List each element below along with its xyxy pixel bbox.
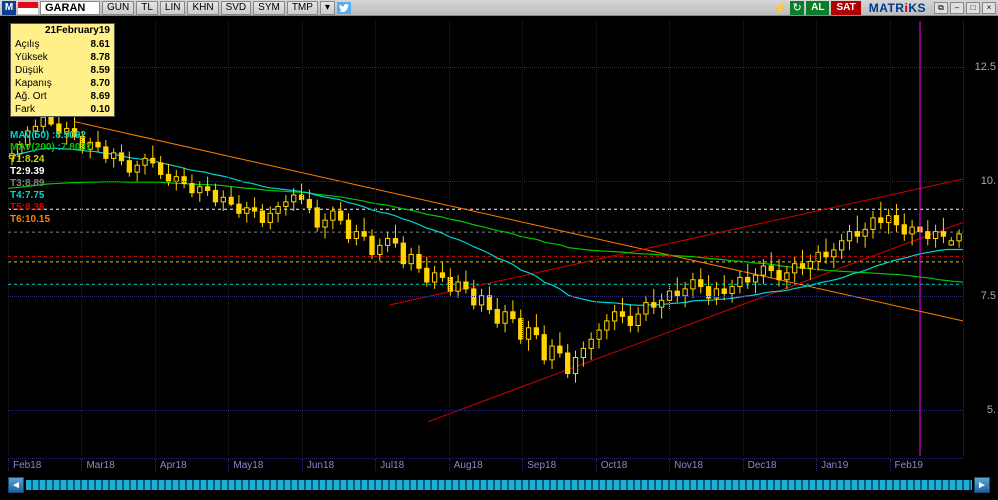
refresh-button[interactable]: ↻: [790, 1, 804, 15]
ohlc-panel: 21February19 Açılış8.61Yüksek8.78Düşük8.…: [10, 23, 115, 117]
toolbar-btn-khn[interactable]: KHN: [187, 1, 218, 15]
scroll-left-button[interactable]: ◄: [8, 477, 24, 493]
indicator-label: T1:8.24: [10, 154, 92, 166]
toolbar-right: ⚡ ↻ AL SAT MATRiKS ⧉ – □ ×: [773, 0, 996, 15]
ohlc-row: Açılış8.61: [11, 38, 114, 51]
x-tick-label: Jun18: [307, 460, 334, 471]
dropdown-button[interactable]: ▾: [320, 1, 335, 15]
flag-icon: [18, 2, 38, 14]
x-tick-label: Sep18: [527, 460, 556, 471]
indicator-label: T2:9.39: [10, 166, 92, 178]
indicator-label: T4:7.75: [10, 190, 92, 202]
toolbar-btn-tl[interactable]: TL: [136, 1, 158, 15]
x-tick-label: Feb19: [895, 460, 923, 471]
x-tick-label: Nov18: [674, 460, 703, 471]
ohlc-date: 21February19: [45, 24, 110, 38]
y-tick-label: 10.: [981, 175, 996, 187]
toolbar-btn-lin[interactable]: LIN: [160, 1, 186, 15]
brand-label: MATRiKS: [869, 1, 926, 15]
undock-button[interactable]: ⧉: [934, 2, 948, 14]
x-tick-label: Jul18: [380, 460, 404, 471]
y-tick-label: 5.: [987, 404, 996, 416]
maximize-button[interactable]: □: [966, 2, 980, 14]
ohlc-row: Düşük8.59: [11, 64, 114, 77]
indicator-label: MAV(200) :7.8037: [10, 142, 92, 154]
x-tick-label: May18: [233, 460, 263, 471]
chart-area[interactable]: [8, 21, 963, 456]
scroll-right-button[interactable]: ►: [974, 477, 990, 493]
scroll-track[interactable]: [26, 480, 972, 490]
x-tick-label: Feb18: [13, 460, 41, 471]
toolbar-btn-tmp[interactable]: TMP: [287, 1, 318, 15]
close-button[interactable]: ×: [982, 2, 996, 14]
minimize-button[interactable]: –: [950, 2, 964, 14]
x-axis: Feb18 Mar18 Apr18 May18 Jun18 Jul18 Aug18 Sep18…: [8, 458, 963, 473]
x-tick-label: Mar18: [86, 460, 114, 471]
indicator-label: T3:8.89: [10, 178, 92, 190]
x-tick-label: Oct18: [601, 460, 628, 471]
ohlc-row: Fark0.10: [11, 103, 114, 116]
x-tick-label: Aug18: [454, 460, 483, 471]
ohlc-row: Yüksek8.78: [11, 51, 114, 64]
buy-button[interactable]: AL: [806, 1, 829, 15]
x-tick-label: Dec18: [748, 460, 777, 471]
toolbar-left: M GARAN GUNTLLINKHNSVDSYMTMP ▾: [0, 0, 351, 15]
sell-button[interactable]: SAT: [831, 1, 860, 15]
price-chart: [8, 21, 963, 456]
y-tick-label: 7.5: [981, 290, 996, 302]
indicator-label: T5:8.36: [10, 202, 92, 214]
toolbar-btn-gun[interactable]: GUN: [102, 1, 134, 15]
x-tick-label: Jan19: [821, 460, 848, 471]
x-tick-label: Apr18: [160, 460, 187, 471]
ohlc-row: Kapanış8.70: [11, 77, 114, 90]
twitter-icon[interactable]: [337, 2, 351, 14]
bolt-icon: ⚡: [773, 1, 788, 15]
toolbar-btn-svd[interactable]: SVD: [221, 1, 252, 15]
indicator-legend: MAV(50) :8.5092MAV(200) :7.8037T1:8.24T2…: [10, 130, 92, 226]
indicator-label: MAV(50) :8.5092: [10, 130, 92, 142]
y-tick-label: 12.5: [975, 61, 996, 73]
ohlc-row: Ağ. Ort8.69: [11, 90, 114, 103]
indicator-label: T6:10.15: [10, 214, 92, 226]
y-axis: 12.5 10. 7.5 5.: [963, 21, 998, 456]
app-icon: M: [2, 1, 16, 15]
toolbar-btn-sym[interactable]: SYM: [253, 1, 285, 15]
toolbar: M GARAN GUNTLLINKHNSVDSYMTMP ▾ ⚡ ↻ AL SA…: [0, 0, 998, 16]
timeline-scrollbar[interactable]: ◄ ►: [8, 475, 990, 495]
ticker-input[interactable]: GARAN: [40, 1, 100, 15]
